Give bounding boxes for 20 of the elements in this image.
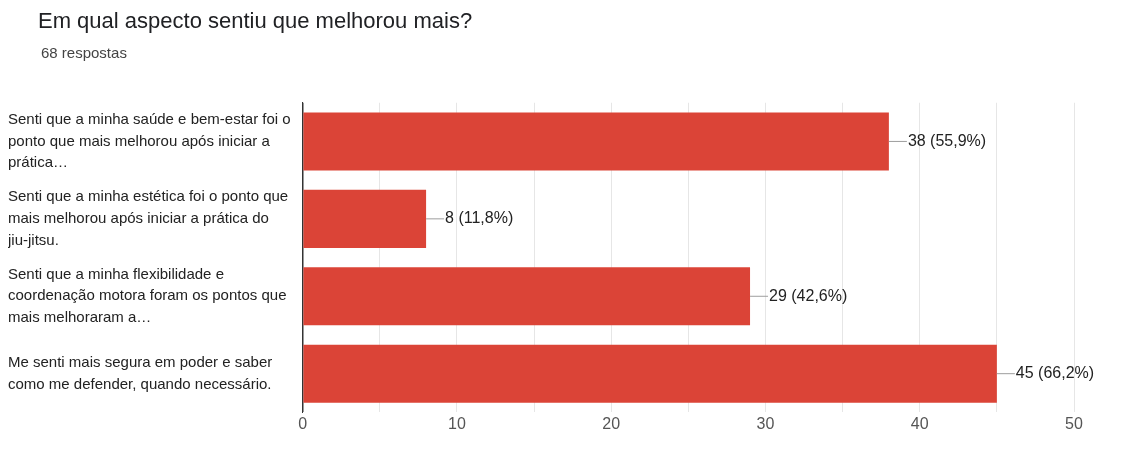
data-label: 38 (55,9%)	[907, 131, 987, 149]
y-tick-label: Senti que a minha flexibilidade e coordenação motora foram os pontos que mais melhoraram a…	[8, 264, 287, 326]
data-label: 29 (42,6%)	[769, 286, 848, 304]
y-tick-label: Senti que a minha estética foi o ponto que mais melhorou após iniciar a prática do jiu-jitsu.	[7, 187, 289, 248]
y-tick-label: Senti que a minha saúde e bem-estar foi o ponto que mais melhorou após iniciar a prática…	[8, 109, 291, 171]
y-tick-label: Me senti mais segura em poder e saber como me defender, quando necessário.	[8, 352, 273, 392]
data-label: 8 (11,8%)	[445, 209, 514, 227]
bar	[303, 112, 889, 171]
bar	[303, 344, 997, 403]
x-tick-label: 30	[756, 415, 775, 433]
bar	[303, 189, 427, 248]
x-tick-label: 10	[448, 415, 466, 433]
chart-title: Em qual aspecto sentiu que melhorou mais?	[38, 8, 474, 34]
x-tick-label: 0	[298, 415, 308, 433]
x-tick-label: 40	[910, 415, 929, 433]
text: 68 respostas	[41, 44, 128, 61]
bar	[303, 267, 751, 326]
data-label: 45 (66,2%)	[1015, 364, 1095, 382]
x-tick-label: 50	[1065, 415, 1083, 433]
x-tick-label: 20	[602, 415, 621, 433]
